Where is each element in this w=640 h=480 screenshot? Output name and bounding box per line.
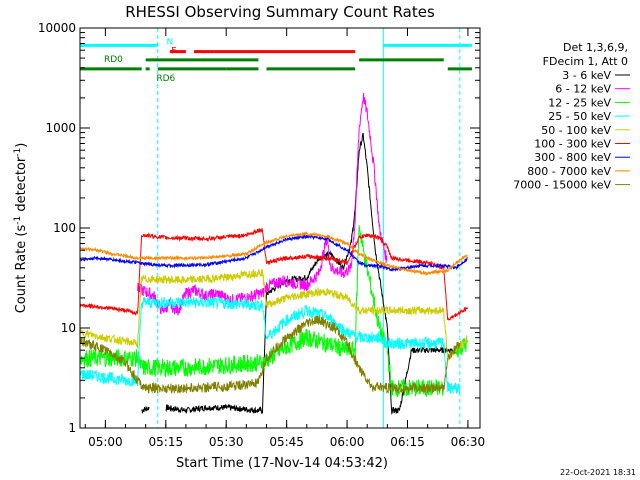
y-tick-label-4: 10000 <box>38 21 76 35</box>
series-line-50-100-kev <box>79 268 468 361</box>
y-axis-label: Count Rate (s-1 detector-1) <box>13 143 29 314</box>
status-label-n: N <box>166 37 173 47</box>
chart-title: RHESSI Observing Summary Count Rates <box>125 3 435 21</box>
x-tick-label-6: 06:30 <box>451 435 486 449</box>
y-axis: 1 10 100 1000 10000 <box>38 21 480 435</box>
x-tick-label-5: 06:15 <box>390 435 425 449</box>
y-tick-label-3: 1000 <box>45 121 76 135</box>
series-line-800-7000-kev <box>79 230 468 277</box>
legend-label-12-25-kev: 12 - 25 keV <box>548 96 611 109</box>
y-tick-label-1: 10 <box>61 321 76 335</box>
x-tick-label-0: 05:00 <box>88 435 123 449</box>
legend-header-line-1: Det 1,3,6,9, <box>563 41 628 54</box>
series-line-6-12-kev <box>137 92 388 316</box>
status-label-rd0: RD0 <box>104 55 123 65</box>
y-tick-label-2: 100 <box>53 221 76 235</box>
legend-label-6-12-kev: 6 - 12 keV <box>555 83 611 96</box>
legend-label-100-300-kev: 100 - 300 keV <box>534 138 611 151</box>
legend-header-line-2: FDecim 1, Att 0 <box>543 55 628 68</box>
x-tick-label-4: 06:00 <box>330 435 365 449</box>
y-tick-label-0: 1 <box>68 421 76 435</box>
status-label-f: F <box>171 47 176 57</box>
legend-label-7000-15000-kev: 7000 - 15000 keV <box>513 179 611 192</box>
x-axis: 05:00 05:15 05:30 05:45 06:00 06:15 06:30 <box>84 28 486 449</box>
plot-area: NF RD0 RD6 <box>79 28 472 428</box>
legend-label-25-50-kev: 25 - 50 keV <box>548 110 611 123</box>
x-tick-label-3: 05:45 <box>269 435 304 449</box>
legend-label-800-7000-kev: 800 - 7000 keV <box>527 165 611 178</box>
series-line-300-800-kev <box>79 233 468 273</box>
legend-label-300-800-kev: 300 - 800 keV <box>534 151 611 164</box>
x-axis-label: Start Time (17-Nov-14 04:53:42) <box>176 456 388 471</box>
series-line-7000-15000-kev <box>79 314 460 395</box>
legend-label-3-6-kev: 3 - 6 keV <box>562 69 611 82</box>
legend: Det 1,3,6,9, FDecim 1, Att 0 3 - 6 keV6 … <box>513 41 630 192</box>
status-label-rd6: RD6 <box>156 74 175 84</box>
series-line-25-50-kev <box>79 296 460 394</box>
series-line-3-6-kev <box>141 132 456 415</box>
x-tick-label-1: 05:15 <box>149 435 184 449</box>
x-tick-label-2: 05:30 <box>209 435 244 449</box>
series-line-100-300-kev <box>79 228 468 321</box>
series-line-12-25-kev <box>79 225 468 398</box>
legend-label-50-100-kev: 50 - 100 keV <box>541 124 611 137</box>
generation-timestamp: 22-Oct-2021 18:31 <box>560 468 636 477</box>
